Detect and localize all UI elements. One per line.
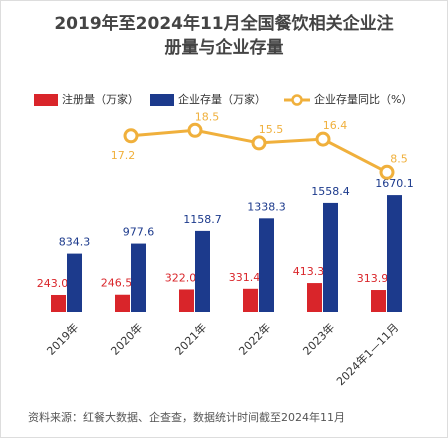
line-marker [187,122,203,138]
line-marker [123,128,139,144]
data-label: 1670.1 [375,177,414,190]
source-note: 资料来源：红餐大数据、企查查，数据统计时间截至2024年11月 [28,410,345,424]
chart-title: 2019年至2024年11月全国餐饮相关企业注 [54,13,393,34]
bar [115,294,130,312]
bar [387,195,402,312]
bar [51,294,66,312]
data-label: 834.3 [59,236,91,249]
data-label: 1158.7 [183,213,222,226]
line-marker [315,131,331,147]
legend-swatch [34,94,58,106]
bar [67,253,82,312]
data-label: 313.9 [357,272,389,285]
bar [195,230,210,312]
line-marker [251,135,267,151]
legend-label: 企业存量同比（%） [314,92,412,106]
bar [131,243,146,312]
data-label: 977.6 [123,226,155,239]
data-label: 16.4 [323,119,348,132]
bar [179,289,194,312]
data-label: 413.3 [293,265,325,278]
bar [307,283,322,312]
data-label: 1558.4 [311,185,350,198]
data-label: 243.0 [37,277,69,290]
legend-marker [291,94,303,106]
data-label: 18.5 [195,110,220,123]
line-marker [379,164,395,180]
legend-label: 企业存量（万家） [178,92,266,106]
data-label: 246.5 [101,277,133,290]
data-label: 322.0 [165,271,197,284]
chart-title: 册量与企业存量 [165,37,284,58]
legend-label: 注册量（万家） [62,92,139,106]
data-label: 1338.3 [247,200,286,213]
bar [323,202,338,312]
bar [259,218,274,312]
bar [243,288,258,312]
legend-swatch [150,94,174,106]
data-label: 8.5 [390,152,408,165]
bar [371,290,386,312]
data-label: 15.5 [259,123,284,136]
data-label: 331.4 [229,271,261,284]
data-label: 17.2 [111,149,136,162]
